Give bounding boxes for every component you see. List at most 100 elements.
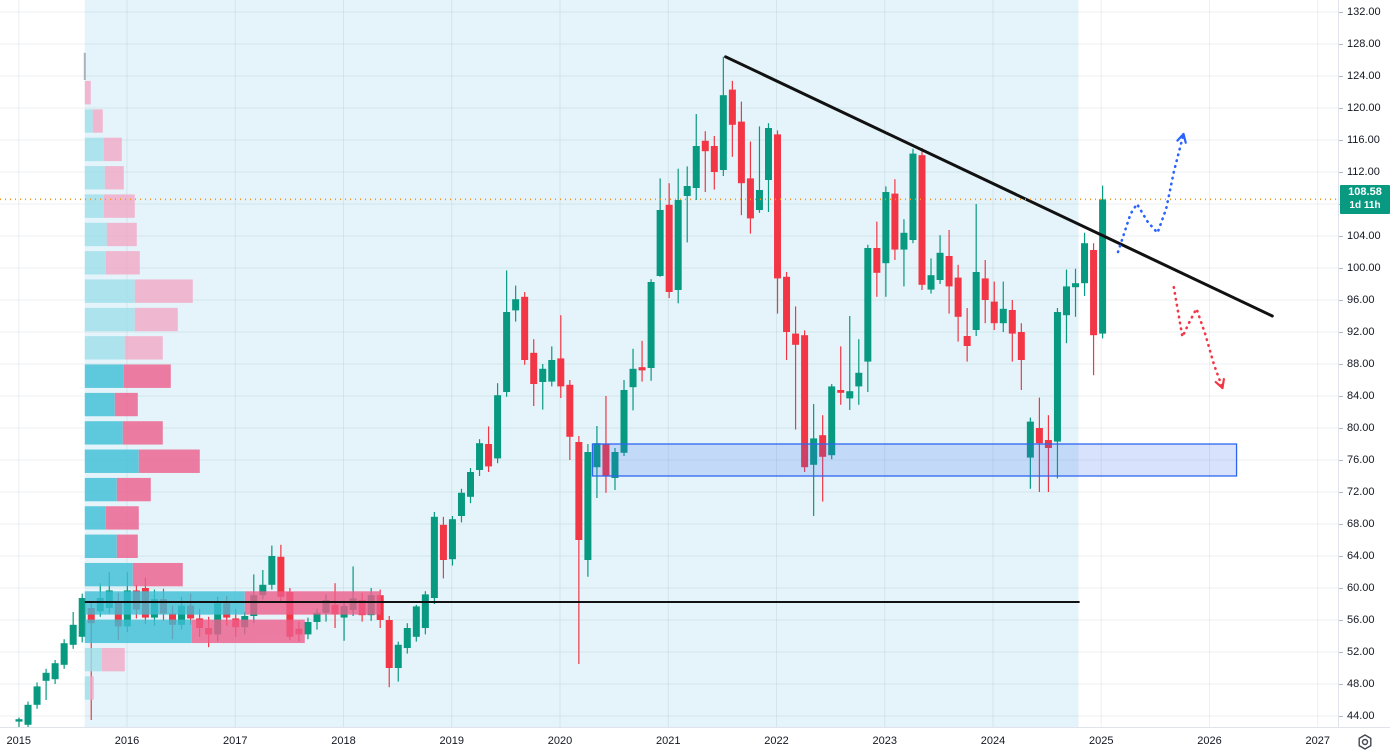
time-axis-label-2026: 2026 — [1197, 735, 1222, 747]
candle-body-2021-04 — [692, 146, 700, 188]
candle-body-2020-02 — [566, 384, 574, 437]
profile-row-sell-19 — [191, 619, 305, 644]
price-axis-label: 112.00 — [1347, 166, 1380, 178]
price-axis-label: 64.00 — [1347, 550, 1375, 562]
time-axis-label-2024: 2024 — [980, 735, 1006, 747]
time-axis-label-2022: 2022 — [764, 735, 789, 747]
candle-body-2017-04 — [259, 584, 267, 596]
candle-body-2020-05 — [593, 443, 601, 468]
profile-row-sell-20 — [101, 648, 125, 672]
candle-body-2024-11 — [1081, 243, 1089, 284]
profile-row-sell-2 — [103, 137, 122, 162]
price-axis-label: 92.00 — [1347, 326, 1375, 338]
price-axis-label: 124.00 — [1347, 70, 1381, 82]
candle-body-2018-10 — [421, 594, 429, 628]
price-axis-tick — [1339, 12, 1343, 13]
candle-body-2020-09 — [629, 368, 637, 388]
price-axis-label: 120.00 — [1347, 102, 1381, 114]
price-axis-tick — [1339, 460, 1343, 461]
candle-body-2019-06 — [494, 395, 502, 459]
candlestick-chart-canvas[interactable] — [0, 0, 1338, 727]
profile-row-buy-11 — [84, 392, 115, 417]
time-axis[interactable]: 2015 2016 2017 2018 2019 2020 2021 2022 2023 2024… — [0, 727, 1390, 755]
profile-row-buy-3 — [84, 166, 105, 190]
time-axis-label-2020: 2020 — [547, 735, 573, 747]
bull-projection-arrow-arrowhead — [1176, 132, 1185, 142]
profile-row-sell-15 — [105, 506, 139, 530]
candle-body-2019-03 — [467, 472, 474, 497]
candle-body-2021-11 — [755, 190, 763, 210]
candle-body-2017-05 — [268, 556, 276, 585]
candle-body-2024-06 — [1035, 428, 1043, 444]
candle-body-2020-03 — [575, 442, 583, 540]
time-axis-label-2027: 2027 — [1305, 735, 1330, 747]
time-axis-label-2017: 2017 — [223, 735, 248, 747]
volume-profile — [83, 52, 381, 700]
profile-row-buy-14 — [84, 477, 117, 502]
price-axis-label: 84.00 — [1347, 390, 1375, 402]
candle-body-2024-05 — [1026, 421, 1034, 458]
price-axis-label: 116.00 — [1347, 134, 1380, 146]
candle-body-2024-03 — [1008, 310, 1016, 334]
price-axis-tick — [1339, 332, 1343, 333]
descending-trendline[interactable] — [724, 55, 1274, 318]
profile-row-sell-13 — [138, 449, 200, 473]
candle-body-2023-06 — [927, 275, 935, 290]
price-axis-label: 48.00 — [1347, 678, 1375, 690]
candle-body-2022-07 — [828, 386, 836, 456]
bear-projection-arrow[interactable] — [1172, 285, 1224, 390]
candle-body-2022-03 — [792, 333, 800, 345]
price-axis-label: 104.00 — [1347, 230, 1381, 242]
candle-body-2017-06 — [277, 556, 285, 597]
candle-body-2021-10 — [746, 178, 754, 219]
price-axis[interactable]: 44.00 48.00 52.00 56.00 60.00 64.00 68.00 72.00… — [1338, 0, 1390, 727]
candle-body-2015-06 — [60, 643, 68, 665]
price-axis-tick — [1339, 364, 1343, 365]
candle-body-2018-12 — [439, 524, 447, 560]
candle-body-2016-11 — [214, 603, 222, 635]
price-axis-tick — [1339, 716, 1343, 717]
candle-body-2015-02 — [24, 704, 32, 725]
candle-body-2022-05 — [810, 438, 818, 465]
candle-body-2022-11 — [864, 248, 872, 362]
profile-row-buy-20 — [84, 648, 102, 672]
candle-body-2023-09 — [954, 277, 962, 317]
price-axis-label: 68.00 — [1347, 518, 1375, 530]
chart-pane[interactable] — [0, 0, 1338, 727]
candle-body-2023-12 — [981, 278, 989, 300]
candle-body-2022-01 — [774, 134, 782, 279]
bull-projection-arrow[interactable] — [1116, 132, 1185, 254]
price-axis-tick — [1339, 108, 1343, 109]
candle-body-2020-10 — [638, 367, 646, 371]
candle-body-2015-09 — [87, 608, 95, 624]
profile-row-buy-9 — [84, 336, 125, 360]
price-axis-tick — [1339, 588, 1343, 589]
candle-body-2025-01 — [1099, 199, 1107, 334]
scale-settings-gear-icon[interactable] — [1354, 731, 1376, 753]
profile-row-buy-8 — [84, 307, 135, 332]
candle-body-2019-09 — [521, 296, 529, 360]
price-axis-tick — [1339, 300, 1343, 301]
price-axis-label: 44.00 — [1347, 710, 1375, 722]
price-axis-tick — [1339, 428, 1343, 429]
profile-row-buy-7 — [84, 279, 135, 303]
candle-body-2019-04 — [476, 443, 484, 470]
profile-row-sell-9 — [124, 336, 163, 360]
time-axis-label-2015: 2015 — [6, 735, 31, 747]
candle-body-2021-07 — [719, 95, 727, 170]
profile-row-sell-11 — [114, 392, 138, 417]
profile-row-sell-7 — [134, 279, 193, 303]
candle-body-2018-09 — [412, 606, 420, 637]
candle-body-2023-08 — [945, 256, 953, 287]
candle-body-2019-12 — [548, 360, 556, 382]
candle-body-2023-05 — [918, 155, 926, 285]
time-axis-label-2018: 2018 — [331, 735, 356, 747]
candle-body-2023-02 — [891, 193, 899, 250]
price-axis-tick — [1339, 396, 1343, 397]
profile-row-buy-2 — [84, 137, 104, 162]
price-axis-label: 88.00 — [1347, 358, 1375, 370]
price-axis-label: 76.00 — [1347, 454, 1375, 466]
bull-projection-arrow-arrowhead — [1182, 132, 1187, 144]
support-zone-rectangle[interactable] — [591, 443, 1238, 477]
